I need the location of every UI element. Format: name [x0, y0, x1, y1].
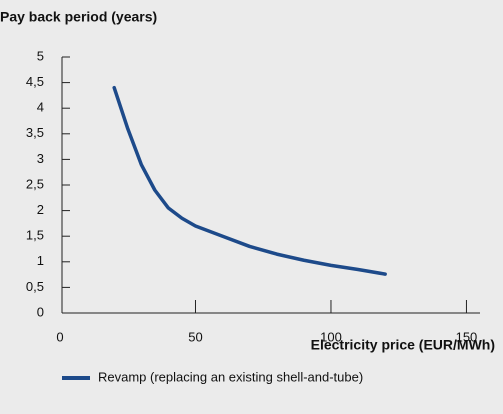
y-tick-label: 1: [37, 253, 44, 268]
y-tick-label: 3: [37, 151, 44, 166]
y-tick-label: 2,5: [26, 176, 44, 191]
x-tick-label: 0: [56, 329, 63, 344]
x-axis-label: Electricity price (EUR/MWh): [311, 337, 495, 353]
x-tick-label: 150: [456, 329, 478, 344]
legend-label: Revamp (replacing an existing shell-and-…: [98, 369, 363, 384]
x-tick-label: 50: [188, 329, 202, 344]
x-tick-label: 100: [320, 329, 342, 344]
y-tick-label: 0,5: [26, 279, 44, 294]
y-tick-label: 2: [37, 202, 44, 217]
y-tick-label: 4: [37, 100, 44, 115]
chart-title: Pay back period (years): [0, 9, 157, 25]
y-tick-label: 5: [37, 48, 44, 63]
y-tick-label: 0: [37, 304, 44, 319]
line-series: [112, 85, 387, 276]
y-tick-label: 1,5: [26, 228, 44, 243]
y-tick-label: 4,5: [26, 74, 44, 89]
y-tick-label: 3,5: [26, 125, 44, 140]
